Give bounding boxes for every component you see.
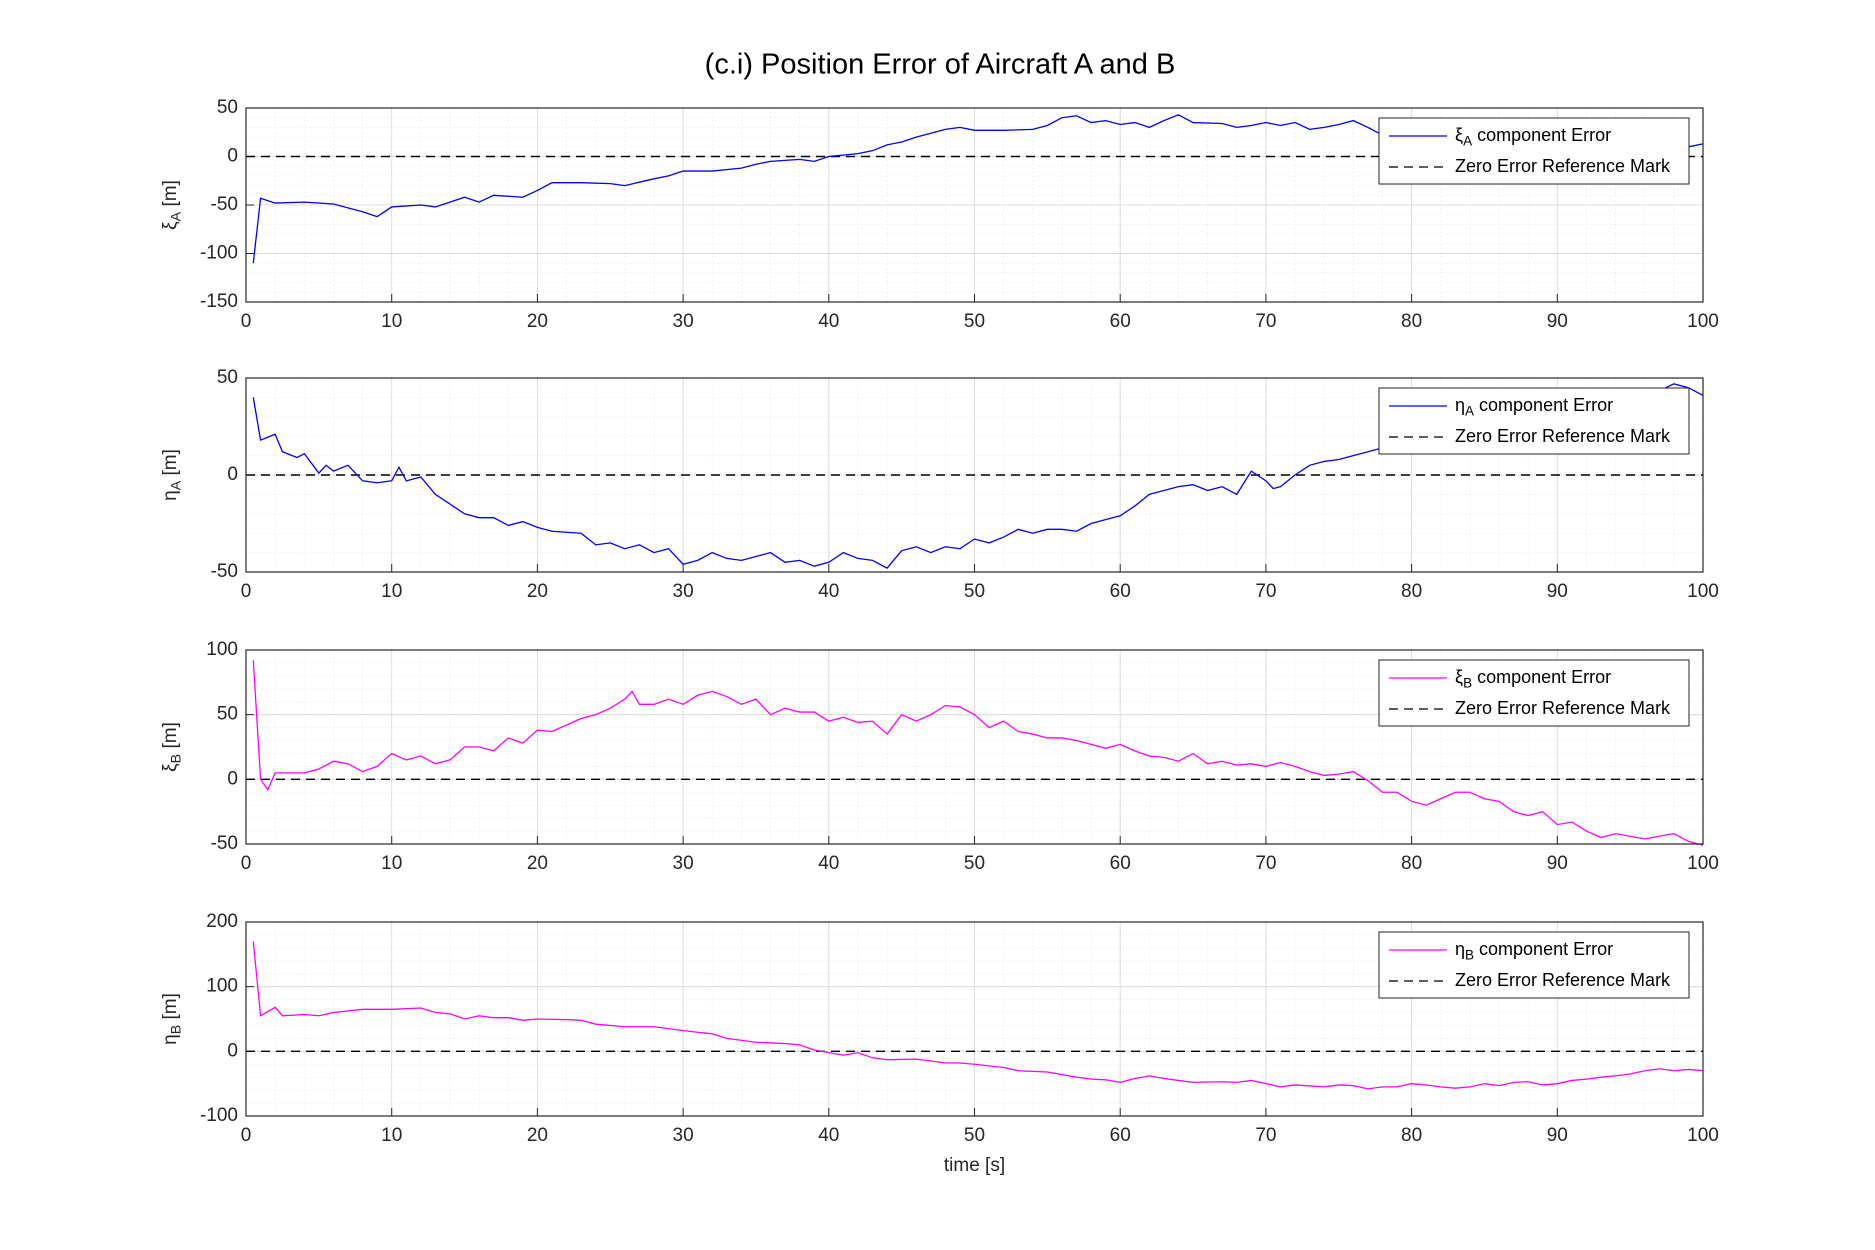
- legend-box: [1378, 117, 1690, 185]
- x-tick-label: 100: [1687, 581, 1719, 602]
- data-line: [252, 383, 1704, 569]
- axes-box: [245, 377, 1704, 573]
- legend: ξB component Error Zero Error Reference M…: [1378, 659, 1690, 727]
- data-line: [252, 114, 1704, 264]
- x-tick-label: 10: [381, 311, 402, 332]
- y-tick-label: 50: [217, 97, 238, 118]
- figure-title: (c.i) Position Error of Aircraft A and B: [705, 49, 1176, 81]
- x-tick-label: 40: [818, 853, 839, 874]
- y-tick-label: 0: [227, 464, 238, 485]
- x-tick-label: 70: [1255, 853, 1276, 874]
- x-tick-label: 80: [1401, 853, 1422, 874]
- data-line: [252, 941, 1704, 1090]
- x-tick-label: 70: [1255, 311, 1276, 332]
- x-tick-label: 80: [1401, 581, 1422, 602]
- legend-label: ξA component Error: [1455, 125, 1611, 148]
- y-tick-label: 100: [206, 639, 238, 660]
- x-tick-label: 70: [1255, 1125, 1276, 1146]
- x-tick-label: 20: [527, 853, 548, 874]
- x-tick-label: 60: [1110, 581, 1131, 602]
- legend: ξA component Error Zero Error Reference M…: [1378, 117, 1690, 185]
- x-tick-label: 90: [1547, 311, 1568, 332]
- y-tick-label: 0: [227, 146, 238, 167]
- x-tick-label: 0: [241, 311, 252, 332]
- y-tick-label: -100: [200, 1105, 238, 1126]
- x-tick-label: 100: [1687, 853, 1719, 874]
- y-tick-label: -50: [211, 833, 238, 854]
- legend-label: Zero Error Reference Mark: [1455, 426, 1671, 446]
- x-tick-label: 60: [1110, 1125, 1131, 1146]
- x-tick-label: 60: [1110, 853, 1131, 874]
- x-tick-label: 30: [673, 1125, 694, 1146]
- legend-box: [1378, 387, 1690, 455]
- y-tick-label: -100: [200, 243, 238, 264]
- x-axis-label: time [s]: [944, 1155, 1005, 1176]
- x-tick-label: 0: [241, 853, 252, 874]
- x-tick-label: 0: [241, 1125, 252, 1146]
- legend-label: ξB component Error: [1455, 667, 1611, 690]
- x-tick-label: 30: [673, 853, 694, 874]
- x-tick-label: 50: [964, 853, 985, 874]
- x-tick-label: 80: [1401, 311, 1422, 332]
- x-tick-label: 60: [1110, 311, 1131, 332]
- legend-box: [1378, 931, 1690, 999]
- y-tick-label: 50: [217, 704, 238, 725]
- y-tick-label: -50: [211, 194, 238, 215]
- legend-box: [1378, 659, 1690, 727]
- y-axis-label: ηB [m]: [160, 993, 184, 1045]
- x-tick-label: 100: [1687, 1125, 1719, 1146]
- x-tick-label: 40: [818, 311, 839, 332]
- x-tick-label: 10: [381, 1125, 402, 1146]
- x-tick-label: 30: [673, 311, 694, 332]
- x-tick-label: 90: [1547, 581, 1568, 602]
- subplot: 0 10 20 30 40 50 60 70 80 90 100 -150 -100 -50 0 50 ξA […: [160, 97, 1719, 332]
- y-tick-label: 100: [206, 976, 238, 997]
- y-tick-label: 200: [206, 911, 238, 932]
- axes-box: [245, 921, 1704, 1117]
- data-line: [252, 660, 1704, 846]
- y-tick-label: -50: [211, 561, 238, 582]
- x-tick-label: 70: [1255, 581, 1276, 602]
- x-tick-label: 80: [1401, 1125, 1422, 1146]
- x-tick-label: 20: [527, 581, 548, 602]
- y-axis-label: ξA [m]: [160, 180, 184, 230]
- y-tick-label: 0: [227, 768, 238, 789]
- x-tick-label: 10: [381, 581, 402, 602]
- x-tick-label: 30: [673, 581, 694, 602]
- x-tick-label: 90: [1547, 853, 1568, 874]
- x-tick-label: 50: [964, 581, 985, 602]
- x-tick-label: 90: [1547, 1125, 1568, 1146]
- legend-label: Zero Error Reference Mark: [1455, 698, 1671, 718]
- x-tick-label: 100: [1687, 311, 1719, 332]
- legend: ηA component Error Zero Error Reference M…: [1378, 387, 1690, 455]
- x-tick-label: 40: [818, 1125, 839, 1146]
- y-tick-label: 0: [227, 1040, 238, 1061]
- legend-label: ηB component Error: [1455, 939, 1613, 962]
- x-tick-label: 10: [381, 853, 402, 874]
- x-tick-label: 50: [964, 311, 985, 332]
- y-axis-label: ξB [m]: [160, 722, 184, 772]
- x-tick-label: 20: [527, 1125, 548, 1146]
- x-tick-label: 0: [241, 581, 252, 602]
- y-tick-label: -150: [200, 291, 238, 312]
- legend-label: Zero Error Reference Mark: [1455, 156, 1671, 176]
- x-tick-label: 40: [818, 581, 839, 602]
- axes-box: [245, 649, 1704, 845]
- y-axis-label: ηA [m]: [160, 449, 184, 501]
- x-tick-label: 50: [964, 1125, 985, 1146]
- axes-box: [245, 107, 1704, 303]
- x-tick-label: 20: [527, 311, 548, 332]
- legend-label: ηA component Error: [1455, 395, 1613, 418]
- legend-label: Zero Error Reference Mark: [1455, 970, 1671, 990]
- y-tick-label: 50: [217, 367, 238, 388]
- legend: ηB component Error Zero Error Reference M…: [1378, 931, 1690, 999]
